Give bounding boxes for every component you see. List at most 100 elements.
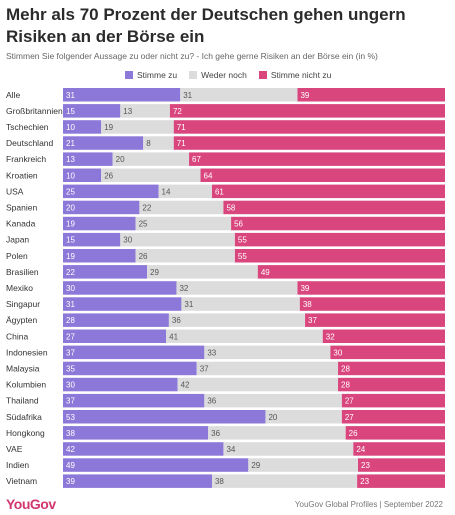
- chart-title: Mehr als 70 Prozent der Deutschen gehen …: [6, 5, 406, 46]
- bar-segment-disagree: [211, 184, 445, 199]
- data-label-agree: 35: [66, 364, 75, 373]
- bar-segment-neutral: [223, 442, 354, 456]
- category-label: Mexiko: [6, 283, 33, 293]
- bar-segment-neutral: [248, 458, 359, 472]
- data-label-agree: 37: [66, 397, 75, 406]
- data-label-disagree: 61: [215, 187, 224, 196]
- bar-segment-neutral: [180, 88, 298, 102]
- bar-segment-disagree: [231, 216, 445, 231]
- bar-segment-neutral: [139, 200, 224, 215]
- data-label-neutral: 38: [215, 477, 224, 486]
- bar-segment-disagree: [169, 104, 445, 118]
- data-label-agree: 53: [66, 413, 75, 422]
- bar-segment-neutral: [112, 152, 190, 166]
- data-label-disagree: 32: [326, 332, 335, 341]
- category-label: China: [6, 331, 28, 341]
- source-note: YouGov Global Profiles | September 2022: [294, 500, 443, 509]
- legend-label-disagree: Stimme nicht zu: [270, 70, 332, 80]
- data-label-disagree: 72: [173, 107, 182, 116]
- data-label-agree: 31: [66, 300, 75, 309]
- data-label-agree: 21: [66, 139, 75, 148]
- data-label-neutral: 13: [123, 107, 132, 116]
- category-label: Spanien: [6, 202, 37, 212]
- bar-segment-agree: [63, 168, 102, 182]
- bar-segment-agree: [63, 410, 266, 424]
- bar-segment-agree: [63, 281, 177, 295]
- data-label-agree: 25: [66, 187, 75, 196]
- bar-segment-agree: [63, 361, 197, 376]
- category-label: Indien: [6, 460, 29, 470]
- bar-segment-agree: [63, 232, 121, 247]
- category-label: Brasilien: [6, 267, 39, 277]
- bar-segment-neutral: [265, 410, 342, 424]
- bar-segment-neutral: [158, 184, 212, 199]
- data-label-neutral: 19: [104, 123, 113, 132]
- category-label: Japan: [6, 235, 29, 245]
- data-label-disagree: 24: [356, 445, 365, 454]
- bar-segment-neutral: [101, 168, 201, 182]
- bar-segment-disagree: [173, 120, 445, 134]
- data-label-neutral: 36: [207, 397, 216, 406]
- data-label-neutral: 30: [123, 236, 132, 245]
- data-label-neutral: 41: [169, 332, 178, 341]
- data-label-disagree: 26: [349, 429, 358, 438]
- bar-segment-agree: [63, 474, 212, 488]
- data-label-agree: 13: [66, 155, 75, 164]
- data-label-neutral: 33: [207, 348, 216, 357]
- category-label: Indonesien: [6, 347, 48, 357]
- data-label-disagree: 23: [360, 477, 369, 486]
- bar-segment-disagree: [223, 200, 445, 215]
- category-label: Kanada: [6, 219, 36, 229]
- bar-segment-disagree: [345, 426, 445, 440]
- bar-segment-agree: [63, 249, 136, 263]
- category-label: Thailand: [6, 396, 39, 406]
- data-label-disagree: 28: [341, 381, 350, 390]
- bar-segment-agree: [63, 88, 181, 102]
- data-label-disagree: 58: [226, 203, 235, 212]
- data-label-disagree: 38: [303, 300, 312, 309]
- yougov-logo: YouGov: [6, 496, 56, 512]
- data-label-agree: 30: [66, 381, 75, 390]
- bar-segment-neutral: [120, 104, 170, 118]
- bar-segment-neutral: [196, 361, 339, 376]
- data-label-neutral: 8: [146, 139, 151, 148]
- data-label-agree: 30: [66, 284, 75, 293]
- data-label-neutral: 29: [251, 461, 260, 470]
- data-label-neutral: 36: [211, 429, 220, 438]
- category-label: Großbritannien: [6, 106, 63, 116]
- category-label: Kolumbien: [6, 380, 46, 390]
- bar-segment-neutral: [135, 216, 232, 231]
- category-label: Alle: [6, 90, 20, 100]
- legend-item-neutral: Weder noch: [189, 70, 247, 80]
- data-label-neutral: 42: [181, 381, 190, 390]
- bar-segment-disagree: [200, 168, 445, 182]
- bar-segment-neutral: [211, 474, 358, 488]
- data-label-disagree: 56: [234, 220, 243, 229]
- data-label-agree: 15: [66, 236, 75, 245]
- bar-segment-agree: [63, 152, 113, 166]
- bar-segment-disagree: [189, 152, 445, 166]
- bar-segment-agree: [63, 200, 140, 215]
- data-label-agree: 19: [66, 220, 75, 229]
- data-label-neutral: 37: [200, 364, 209, 373]
- legend: Stimme zu Weder noch Stimme nicht zu: [125, 70, 331, 80]
- bar-segment-disagree: [353, 442, 445, 456]
- category-label: Polen: [6, 251, 28, 261]
- bar-segment-agree: [63, 297, 182, 311]
- data-label-disagree: 30: [333, 348, 342, 357]
- data-label-neutral: 26: [104, 171, 113, 180]
- data-label-disagree: 64: [204, 171, 213, 180]
- bar-segment-disagree: [330, 345, 445, 360]
- data-label-agree: 10: [66, 123, 75, 132]
- bar-segment-agree: [63, 426, 209, 440]
- legend-item-agree: Stimme zu: [125, 70, 177, 80]
- data-label-disagree: 28: [341, 364, 350, 373]
- bar-segment-disagree: [299, 297, 445, 311]
- legend-item-disagree: Stimme nicht zu: [258, 70, 332, 80]
- data-label-disagree: 71: [177, 139, 186, 148]
- bar-segment-agree: [63, 442, 224, 456]
- data-label-agree: 31: [66, 91, 75, 100]
- data-label-agree: 15: [66, 107, 75, 116]
- bar-segment-agree: [63, 136, 144, 150]
